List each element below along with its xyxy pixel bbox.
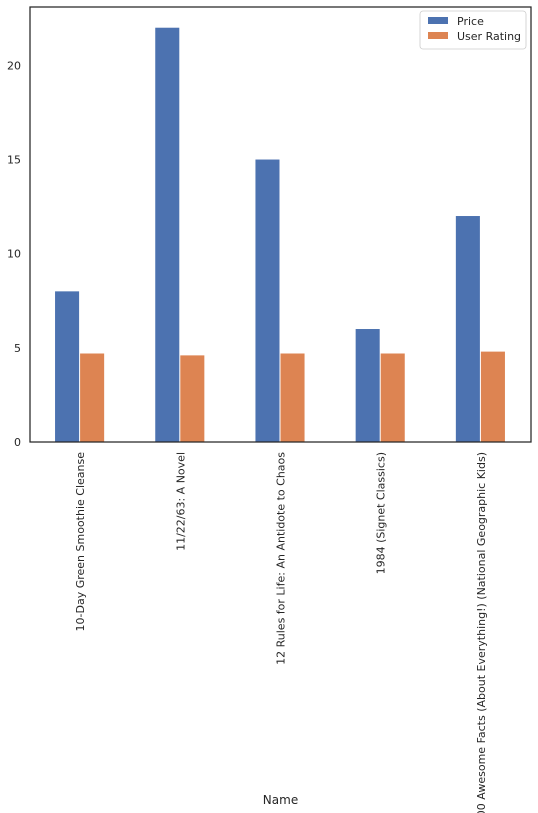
legend-swatch <box>428 32 448 39</box>
y-axis-ticks: 0 5 10 15 20 <box>7 59 21 449</box>
bar-user-rating <box>480 351 505 442</box>
x-tick-label: 5,000 Awesome Facts (About Everything!) … <box>475 452 488 813</box>
x-tick-label: 10-Day Green Smoothie Cleanse <box>74 452 87 632</box>
x-tick-label: 11/22/63: A Novel <box>174 452 187 551</box>
plot-frame <box>29 6 532 443</box>
y-tick-label: 15 <box>7 154 21 167</box>
y-tick-label: 0 <box>14 436 21 449</box>
x-tick-label: 12 Rules for Life: An Antidote to Chaos <box>275 452 288 665</box>
legend-swatch <box>428 17 448 24</box>
bar-price <box>455 216 480 442</box>
x-tick-label: 1984 (Signet Classics) <box>375 452 388 574</box>
legend-label: User Rating <box>457 30 521 43</box>
y-tick-label: 5 <box>14 342 21 355</box>
legend-label: Price <box>457 15 484 28</box>
bar-user-rating <box>280 353 305 442</box>
x-axis-label: Name <box>263 793 298 807</box>
bar-price <box>355 329 380 442</box>
bars-layer <box>55 27 505 442</box>
bar-user-rating <box>180 355 205 442</box>
legend: Price User Rating <box>419 10 527 50</box>
y-tick-label: 10 <box>7 248 21 261</box>
bar-user-rating <box>380 353 405 442</box>
bar-price <box>255 159 280 442</box>
bar-user-rating <box>80 353 105 442</box>
bar-price <box>55 291 80 442</box>
x-axis-ticks: 10-Day Green Smoothie Cleanse 11/22/63: A… <box>74 452 488 813</box>
bar-price <box>155 27 180 442</box>
y-tick-label: 20 <box>7 59 21 72</box>
